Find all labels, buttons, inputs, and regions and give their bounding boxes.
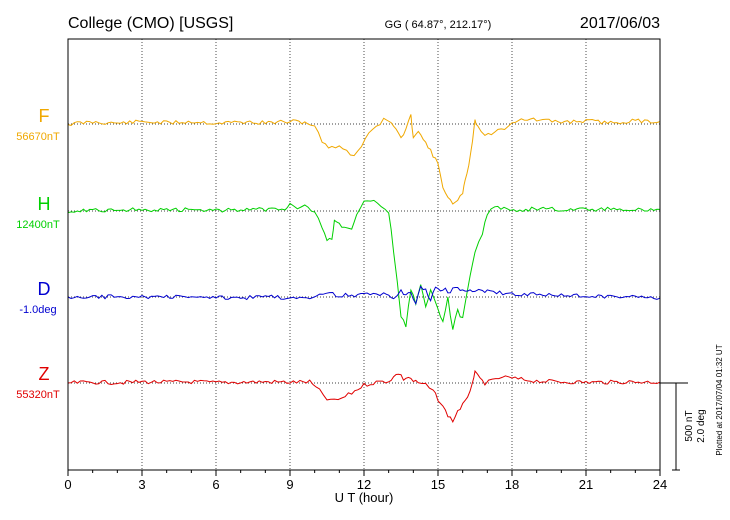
series-name-z: Z [39, 364, 50, 384]
scale-bar: 500 nT 2.0 deg [660, 382, 707, 471]
series-labels: F 56670nT H 12400nT D -1.0deg Z 55320nT [16, 106, 60, 401]
plot-frame [67, 38, 661, 471]
series-name-f: F [39, 106, 50, 126]
x-tick-label: 6 [212, 477, 219, 492]
series-baseline-z: 55320nT [16, 389, 60, 401]
x-tick-label: 3 [138, 477, 145, 492]
plotted-timestamp: Plotted at 2017/07/04 01:32 UT [715, 344, 724, 455]
scale-nt-label: 500 nT [684, 410, 695, 441]
station-title: College (CMO) [USGS] [68, 15, 233, 32]
series-baseline-h: 12400nT [16, 219, 60, 231]
series-lines [67, 114, 661, 424]
series-baseline-d: -1.0deg [19, 304, 56, 316]
x-axis: 0 3 6 9 12 15 18 21 24 [64, 470, 667, 492]
x-tick-label: 18 [505, 477, 519, 492]
x-tick-label: 12 [357, 477, 371, 492]
series-line-d [67, 285, 661, 306]
coordinates-label: GG ( 64.87°, 212.17°) [385, 19, 492, 31]
grid [68, 39, 660, 470]
series-name-h: H [38, 194, 51, 214]
scale-deg-label: 2.0 deg [696, 409, 707, 442]
series-line-z [67, 369, 661, 424]
series-baseline-f: 56670nT [16, 131, 60, 143]
series-line-f [67, 114, 661, 205]
date-label: 2017/06/03 [580, 15, 660, 32]
x-tick-label: 24 [653, 477, 667, 492]
x-tick-label: 15 [431, 477, 445, 492]
x-tick-label: 21 [579, 477, 593, 492]
x-tick-label: 0 [64, 477, 71, 492]
series-name-d: D [38, 279, 51, 299]
x-tick-label: 9 [286, 477, 293, 492]
series-line-h [67, 199, 661, 330]
x-axis-label: U T (hour) [335, 490, 394, 505]
